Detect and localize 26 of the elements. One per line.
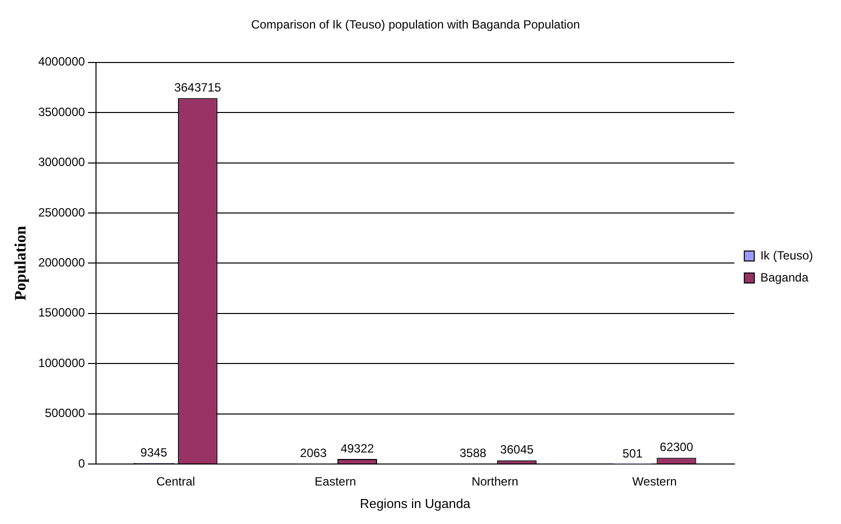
y-tick-label: 4000000: [38, 54, 86, 69]
y-tick-label: 500000: [44, 406, 86, 420]
legend-label: Ik (Teuso): [760, 248, 814, 262]
data-label: 501: [622, 446, 643, 460]
data-label: 9345: [140, 445, 168, 460]
x-tick-label: Eastern: [314, 474, 356, 489]
y-tick-label: 1000000: [38, 356, 86, 370]
x-axis-title: Regions in Uganda: [360, 496, 472, 511]
data-label: 3643715: [174, 80, 222, 94]
data-label: 49322: [340, 441, 374, 456]
y-tick-label: 3000000: [38, 155, 86, 170]
x-tick-label: Central: [156, 474, 196, 489]
y-tick-label: 2000000: [38, 256, 86, 270]
y-tick-label: 0: [78, 456, 86, 470]
y-axis-title: Population: [12, 226, 30, 301]
legend-label: Baganda: [760, 270, 809, 284]
x-tick-label: Western: [632, 474, 677, 489]
data-label: 3588: [460, 446, 487, 460]
data-label: 2063: [300, 446, 328, 460]
y-tick-label: 2500000: [38, 205, 86, 220]
y-tick-label: 1500000: [38, 306, 86, 320]
data-label: 62300: [660, 440, 694, 454]
y-tick-label: 3500000: [38, 104, 86, 119]
x-tick-label: Northern: [472, 474, 518, 489]
data-label: 36045: [500, 442, 534, 457]
chart-title: Comparison of Ik (Teuso) population with Baganda Population: [251, 18, 580, 32]
